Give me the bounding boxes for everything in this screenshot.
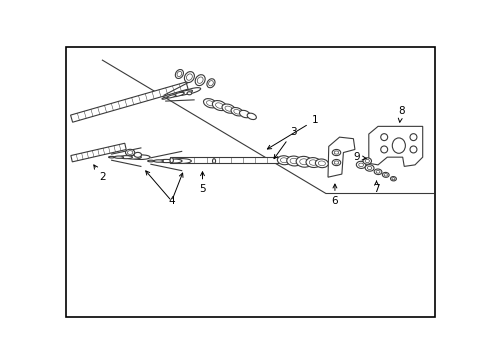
Ellipse shape [172,93,184,97]
Ellipse shape [187,92,191,95]
Ellipse shape [358,163,363,167]
Polygon shape [70,82,188,122]
Polygon shape [327,137,354,177]
Ellipse shape [206,79,215,88]
Ellipse shape [162,97,167,99]
Ellipse shape [362,158,371,164]
Circle shape [409,146,416,153]
Ellipse shape [224,106,232,111]
Ellipse shape [356,161,365,168]
Ellipse shape [108,156,115,158]
Ellipse shape [175,69,183,78]
Ellipse shape [334,161,338,164]
Ellipse shape [280,158,287,163]
Ellipse shape [212,159,215,163]
Ellipse shape [125,149,135,156]
Ellipse shape [373,169,381,175]
Ellipse shape [239,110,250,118]
Ellipse shape [309,160,317,165]
Ellipse shape [366,166,371,170]
Ellipse shape [206,101,213,106]
Ellipse shape [203,99,216,108]
Text: 4: 4 [168,196,175,206]
Text: 7: 7 [372,181,379,194]
Ellipse shape [153,160,163,162]
Ellipse shape [165,159,182,163]
Polygon shape [71,143,126,162]
Ellipse shape [147,160,154,162]
Ellipse shape [375,170,379,173]
Ellipse shape [120,156,132,159]
Ellipse shape [286,156,301,166]
Circle shape [409,134,416,141]
Ellipse shape [390,176,396,181]
Polygon shape [368,126,422,166]
Text: 9: 9 [352,152,366,162]
Ellipse shape [134,152,141,157]
Ellipse shape [184,72,194,82]
Ellipse shape [167,95,176,98]
Ellipse shape [177,90,192,95]
Ellipse shape [383,174,386,176]
Ellipse shape [231,108,243,116]
Text: 1: 1 [267,115,318,149]
Ellipse shape [246,113,256,120]
Ellipse shape [277,156,290,165]
Ellipse shape [233,109,240,114]
Ellipse shape [125,155,141,159]
Ellipse shape [315,159,327,168]
Circle shape [380,146,387,153]
Text: 5: 5 [199,172,205,194]
Ellipse shape [331,159,340,166]
Ellipse shape [183,88,200,94]
Text: 2: 2 [94,165,105,182]
Circle shape [380,134,387,141]
Ellipse shape [318,161,325,166]
Ellipse shape [172,159,191,163]
Ellipse shape [365,165,373,171]
Ellipse shape [222,104,235,113]
Ellipse shape [160,159,172,163]
Ellipse shape [391,138,405,153]
Ellipse shape [382,172,388,177]
Ellipse shape [296,156,311,167]
Ellipse shape [114,156,123,158]
Text: 6: 6 [331,184,338,206]
Ellipse shape [177,71,182,77]
Ellipse shape [305,158,320,167]
Ellipse shape [365,159,368,163]
Ellipse shape [215,103,223,108]
Ellipse shape [131,155,150,159]
Ellipse shape [170,158,173,163]
Text: 8: 8 [397,106,404,122]
Ellipse shape [212,100,226,111]
Ellipse shape [299,159,308,165]
Ellipse shape [127,151,133,154]
Text: 3: 3 [273,127,296,159]
Ellipse shape [331,149,340,156]
Ellipse shape [195,75,205,86]
Ellipse shape [334,151,338,154]
Ellipse shape [289,158,298,164]
Ellipse shape [197,77,203,84]
Ellipse shape [391,177,394,180]
Ellipse shape [186,74,192,80]
Ellipse shape [208,81,213,86]
Polygon shape [170,157,279,163]
